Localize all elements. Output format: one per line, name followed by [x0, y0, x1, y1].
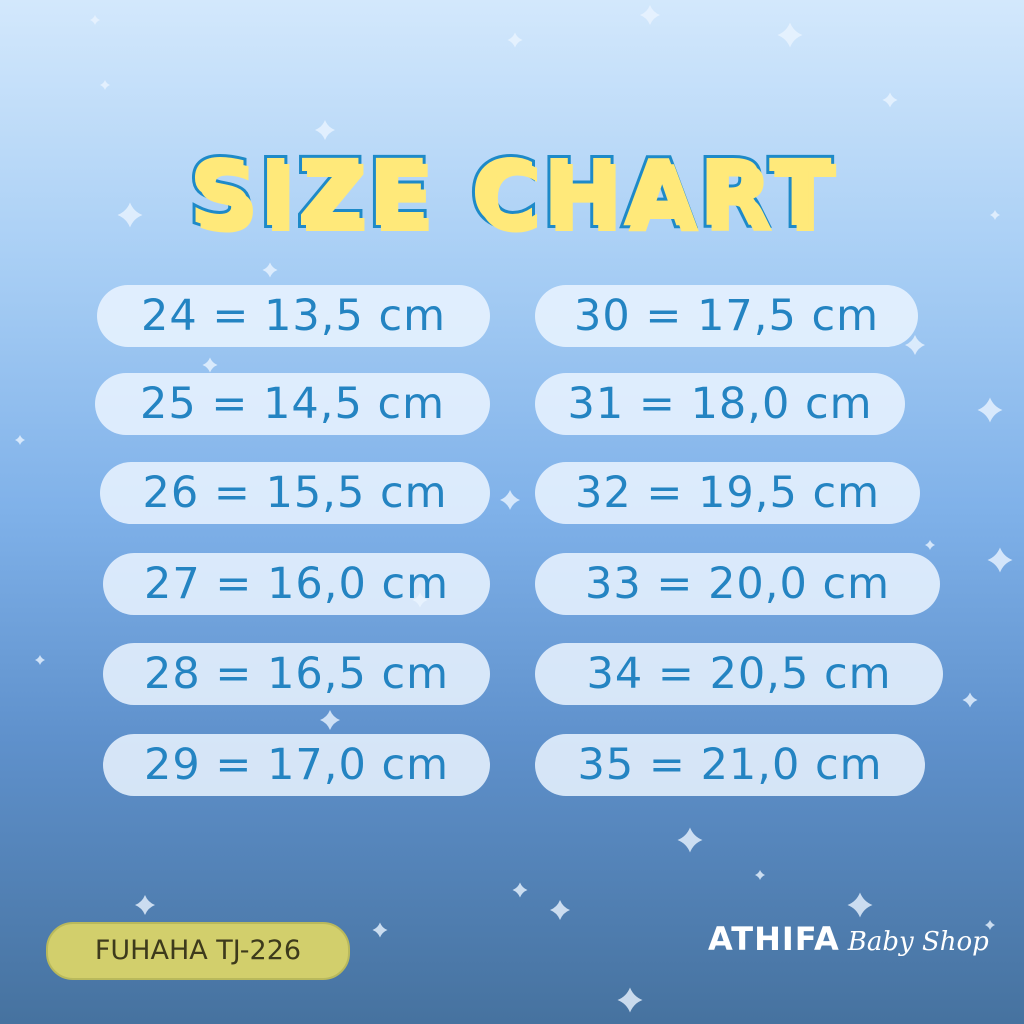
size-row: 32 = 19,5 cm — [535, 462, 920, 524]
sparkle-star-icon — [100, 80, 110, 90]
sparkle-star-icon — [135, 895, 155, 915]
size-row: 33 = 20,0 cm — [535, 553, 940, 615]
size-row: 30 = 17,5 cm — [535, 285, 918, 347]
sparkle-star-icon — [320, 710, 340, 730]
size-row: 26 = 15,5 cm — [100, 462, 490, 524]
brand-logo: ATHIFA Baby Shop — [708, 920, 989, 958]
sparkle-star-icon — [677, 827, 703, 853]
sparkle-star-icon — [777, 22, 803, 48]
brand-name: ATHIFA — [708, 920, 840, 958]
product-code-badge: FUHAHA TJ-226 — [46, 922, 350, 980]
sparkle-star-icon — [640, 5, 660, 25]
sparkle-star-icon — [925, 540, 935, 550]
sparkle-star-icon — [500, 490, 520, 510]
sparkle-star-icon — [372, 922, 388, 938]
sparkle-star-icon — [15, 435, 25, 445]
size-row: 31 = 18,0 cm — [535, 373, 905, 435]
sparkle-star-icon — [35, 655, 45, 665]
sparkle-star-icon — [962, 692, 978, 708]
brand-tagline: Baby Shop — [847, 927, 989, 957]
sparkle-star-icon — [315, 120, 335, 140]
size-row: 29 = 17,0 cm — [103, 734, 490, 796]
sparkle-star-icon — [550, 900, 570, 920]
sparkle-star-icon — [262, 262, 278, 278]
sparkle-star-icon — [507, 32, 523, 48]
sparkle-star-icon — [977, 397, 1003, 423]
sparkle-star-icon — [755, 870, 765, 880]
sparkle-star-icon — [987, 547, 1013, 573]
sparkle-star-icon — [617, 987, 643, 1013]
sparkle-star-icon — [512, 882, 528, 898]
size-row: 24 = 13,5 cm — [97, 285, 490, 347]
size-row: 25 = 14,5 cm — [95, 373, 490, 435]
sparkle-star-icon — [90, 15, 100, 25]
sparkle-star-icon — [202, 357, 218, 373]
page-title: SIZE CHART — [185, 137, 836, 250]
sparkle-star-icon — [882, 92, 898, 108]
size-row: 28 = 16,5 cm — [103, 643, 490, 705]
sparkle-star-icon — [847, 892, 873, 918]
size-row: 35 = 21,0 cm — [535, 734, 925, 796]
size-row: 34 = 20,5 cm — [535, 643, 943, 705]
size-row: 27 = 16,0 cm — [103, 553, 490, 615]
